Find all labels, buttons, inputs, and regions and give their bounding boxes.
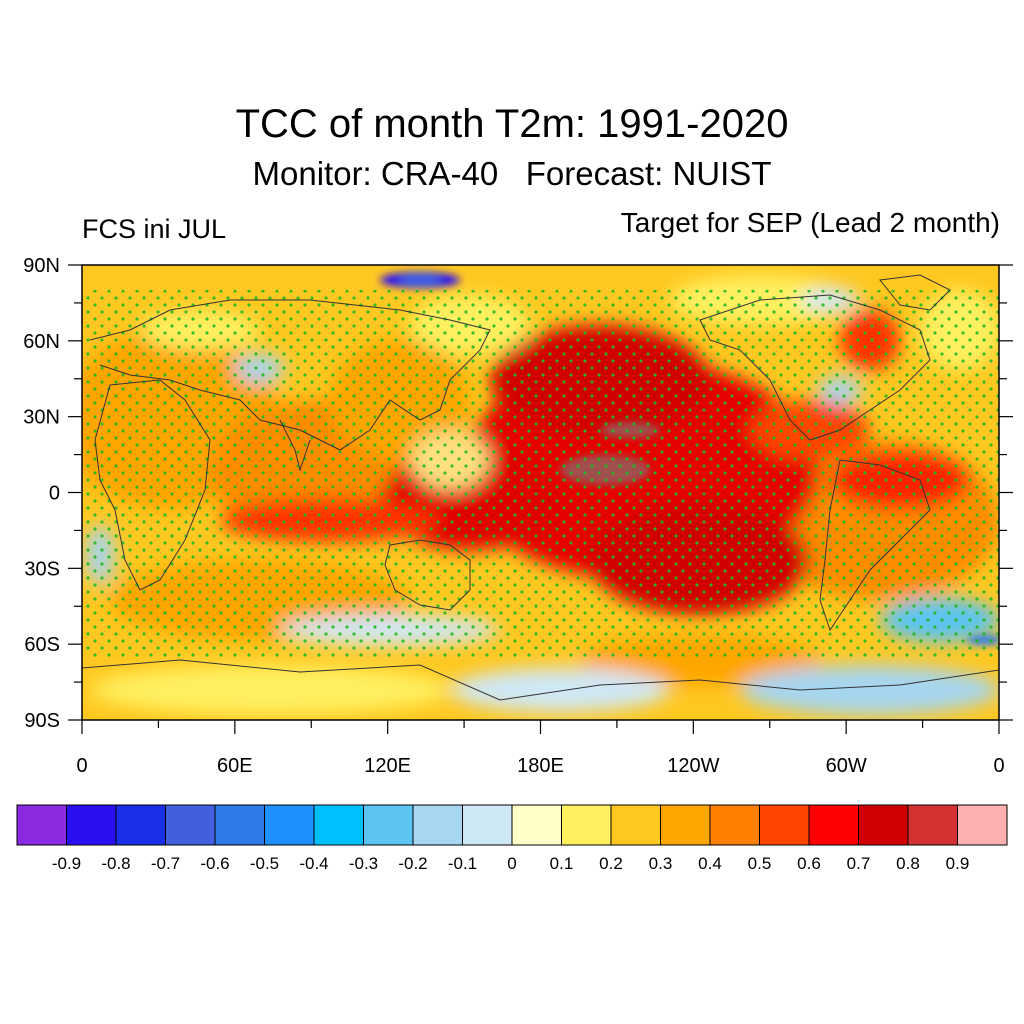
colorbar-label: -0.3 [349, 854, 378, 873]
lat-label: 0 [49, 483, 60, 505]
colorbar-label: -0.4 [299, 854, 328, 873]
colorbar-label: 0.9 [946, 854, 970, 873]
lon-label: 120E [364, 755, 411, 777]
longitude-labels: 0 60E 120E 180E 120W 60W 0 [76, 755, 1004, 777]
colorbar-swatch [412, 804, 463, 846]
colorbar-label: 0.5 [748, 854, 772, 873]
colorbar-swatch [957, 804, 1008, 846]
colorbar-swatch [511, 804, 562, 846]
lat-label: 90S [24, 710, 60, 732]
lon-label: 0 [993, 755, 1004, 777]
colorbar-swatch [660, 804, 711, 846]
lat-label: 90N [23, 255, 60, 277]
colorbar-label: 0.3 [649, 854, 673, 873]
colorbar-swatch [858, 804, 909, 846]
colorbar-label: -0.6 [200, 854, 229, 873]
lon-label: 60W [826, 755, 867, 777]
chart-title: TCC of month T2m: 1991-2020 [235, 102, 789, 146]
colorbar-swatch [610, 804, 661, 846]
colorbar-label: -0.2 [398, 854, 427, 873]
lat-label: 60S [24, 634, 60, 656]
colorbar-label: -0.8 [101, 854, 130, 873]
map-field [82, 265, 999, 720]
colorbar-label: 0.1 [550, 854, 574, 873]
chart-subtitle: Monitor: CRA-40 Forecast: NUIST [252, 155, 772, 192]
colorbar-label: -0.1 [448, 854, 477, 873]
map-ticks [68, 264, 1013, 734]
lon-label: 0 [76, 755, 87, 777]
colorbar-swatch [363, 804, 414, 846]
colorbar-label: -0.7 [151, 854, 180, 873]
colorbar-label: 0.2 [599, 854, 623, 873]
colorbar-label: 0.6 [797, 854, 821, 873]
colorbar-swatch [561, 804, 612, 846]
colorbar-swatch [462, 804, 513, 846]
lat-label: 30S [24, 558, 60, 580]
lon-label: 60E [217, 755, 253, 777]
init-label: FCS ini JUL [82, 214, 227, 244]
colorbar-swatch [313, 804, 364, 846]
colorbar-swatch [115, 804, 166, 846]
colorbar-swatch [759, 804, 810, 846]
colorbar-swatch [907, 804, 958, 846]
colorbar-label: 0 [507, 854, 516, 873]
colorbar-swatch [165, 804, 216, 846]
lat-label: 60N [23, 331, 60, 353]
latitude-labels: 90N 60N 30N 0 30S 60S 90S [23, 255, 60, 732]
colorbar-swatch [66, 804, 117, 846]
colorbar-label: 0.4 [698, 854, 722, 873]
colorbar-swatch [214, 804, 265, 846]
lon-label: 120W [667, 755, 719, 777]
target-label: Target for SEP (Lead 2 month) [620, 207, 1000, 238]
colorbar-label: -0.9 [52, 854, 81, 873]
colorbar [16, 804, 1008, 846]
colorbar-label: 0.7 [847, 854, 871, 873]
lat-label: 30N [23, 407, 60, 429]
colorbar-swatch [709, 804, 760, 846]
colorbar-label: -0.5 [250, 854, 279, 873]
colorbar-swatch [808, 804, 859, 846]
colorbar-labels: -0.9 -0.8 -0.7 -0.6 -0.5 -0.4 -0.3 -0.2 -0.1 0 0.1… [52, 854, 969, 873]
colorbar-label: 0.8 [896, 854, 920, 873]
colorbar-swatch [16, 804, 67, 846]
colorbar-swatch [264, 804, 315, 846]
lon-label: 180E [517, 755, 564, 777]
